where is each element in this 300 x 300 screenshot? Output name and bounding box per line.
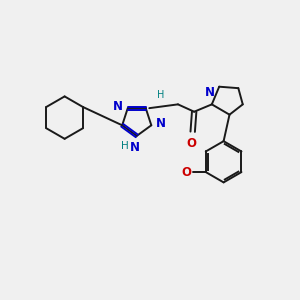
Text: N: N xyxy=(206,86,215,99)
Text: O: O xyxy=(186,137,196,150)
Text: N: N xyxy=(130,141,140,154)
Text: H: H xyxy=(121,141,128,151)
Text: N: N xyxy=(113,100,123,113)
Text: H: H xyxy=(157,90,164,100)
Text: N: N xyxy=(156,117,166,130)
Text: O: O xyxy=(181,166,191,178)
